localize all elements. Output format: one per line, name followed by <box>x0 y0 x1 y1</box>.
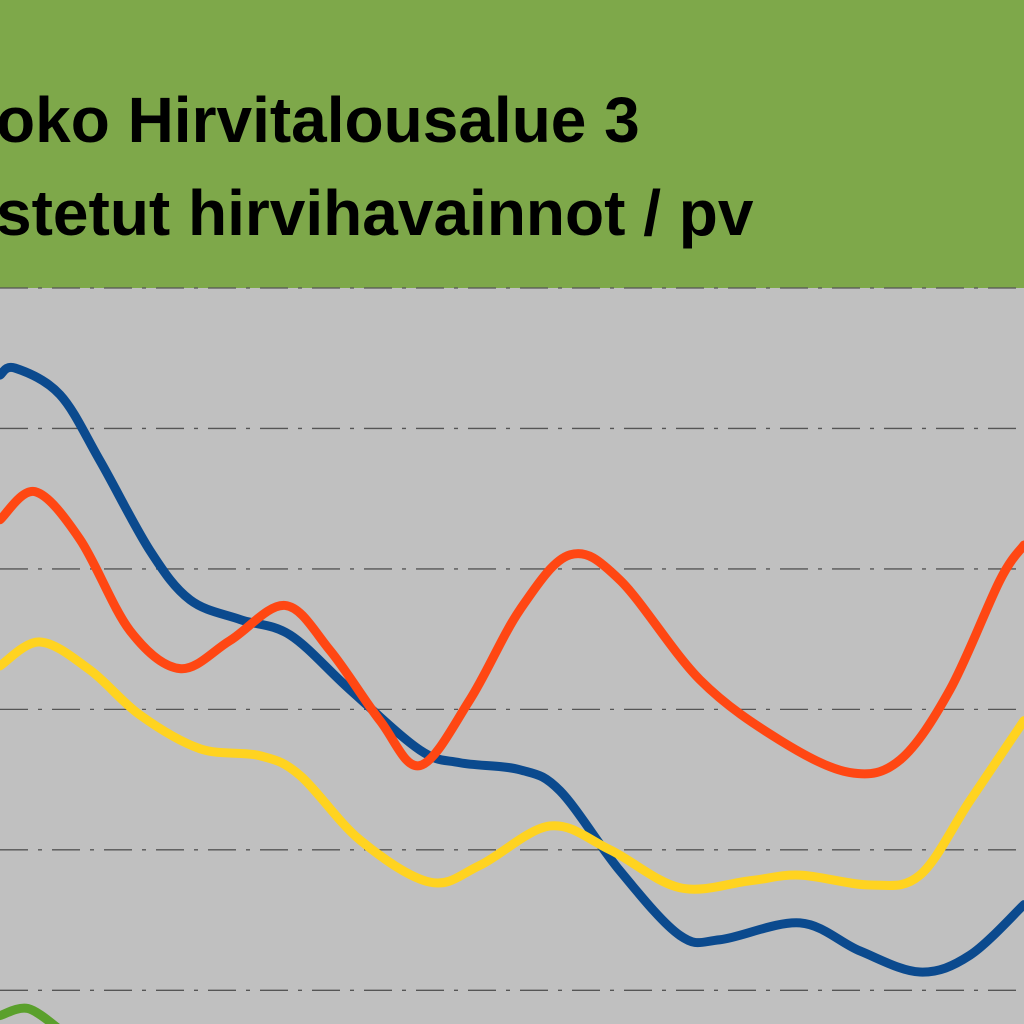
plot-area <box>0 288 1024 1024</box>
grid <box>0 287 1024 991</box>
series-line <box>0 637 1024 894</box>
series-line <box>0 1003 60 1024</box>
lines <box>0 362 1024 1024</box>
chart-title: oko Hirvitalousalue 3 <box>0 84 640 156</box>
series-line <box>0 487 1024 779</box>
header <box>0 0 1024 288</box>
chart-title: stetut hirvihavainnot / pv <box>0 177 754 249</box>
series-line <box>0 362 1024 977</box>
